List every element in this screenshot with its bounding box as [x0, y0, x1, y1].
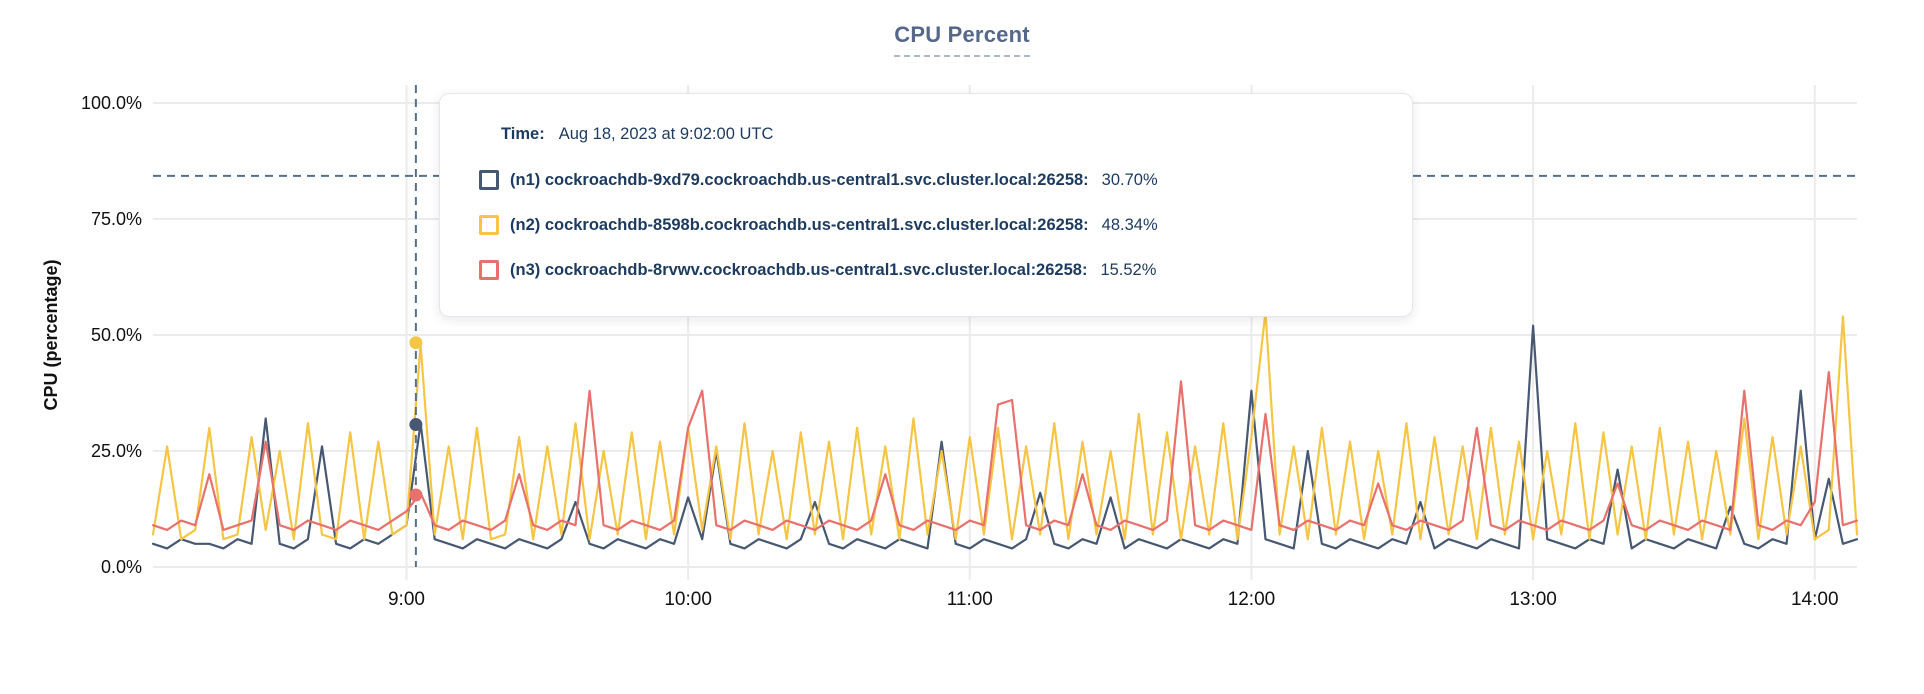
y-tick-label: 75.0%	[91, 209, 142, 229]
series-n1-value: 30.70%	[1101, 170, 1158, 189]
y-tick-label: 25.0%	[91, 441, 142, 461]
x-tick-label: 11:00	[947, 589, 993, 610]
series-n2-value: 48.34%	[1101, 215, 1158, 234]
series-n3-value: 15.52%	[1100, 260, 1157, 279]
chart-hover-tooltip: Time: Aug 18, 2023 at 9:02:00 UTC (n1) co…	[439, 93, 1413, 317]
series-line-n2	[151, 310, 1859, 541]
x-tick-label: 9:00	[388, 589, 425, 610]
x-tick-label: 10:00	[664, 589, 712, 610]
tooltip-time-label: Time:	[501, 125, 545, 143]
series-line-n3	[151, 371, 1859, 532]
y-tick-label: 100.0%	[81, 93, 142, 113]
y-tick-label: 50.0%	[91, 325, 142, 345]
series-n3-label: (n3) cockroachdb-8rvwv.cockroachdb.us-ce…	[510, 260, 1088, 279]
x-tick-label: 13:00	[1509, 589, 1557, 610]
chart-title-wrap: CPU Percent	[0, 22, 1924, 57]
tooltip-series-row-n1: (n1) cockroachdb-9xd79.cockroachdb.us-ce…	[479, 170, 1412, 190]
tooltip-series-row-n2: (n2) cockroachdb-8598b.cockroachdb.us-ce…	[479, 215, 1412, 235]
hover-point-n3	[409, 488, 423, 502]
series-n1-marker-icon	[479, 170, 499, 190]
series-n2-label: (n2) cockroachdb-8598b.cockroachdb.us-ce…	[510, 215, 1089, 234]
series-n2-marker-icon	[479, 215, 499, 235]
y-axis-title: CPU (percentage)	[41, 259, 61, 410]
x-tick-label: 14:00	[1791, 589, 1839, 610]
series-line-n1	[151, 324, 1859, 550]
series-n1-label: (n1) cockroachdb-9xd79.cockroachdb.us-ce…	[510, 170, 1089, 189]
hover-point-n1	[409, 418, 423, 432]
chart-title[interactable]: CPU Percent	[894, 22, 1030, 57]
x-tick-label: 12:00	[1228, 589, 1276, 610]
tooltip-time-value: Aug 18, 2023 at 9:02:00 UTC	[558, 125, 774, 143]
series-n3-marker-icon	[479, 260, 499, 280]
hover-point-n2	[409, 336, 423, 350]
tooltip-series-row-n3: (n3) cockroachdb-8rvwv.cockroachdb.us-ce…	[479, 260, 1412, 280]
y-tick-label: 0.0%	[101, 557, 142, 577]
tooltip-time-row: Time: Aug 18, 2023 at 9:02:00 UTC	[501, 125, 1412, 144]
